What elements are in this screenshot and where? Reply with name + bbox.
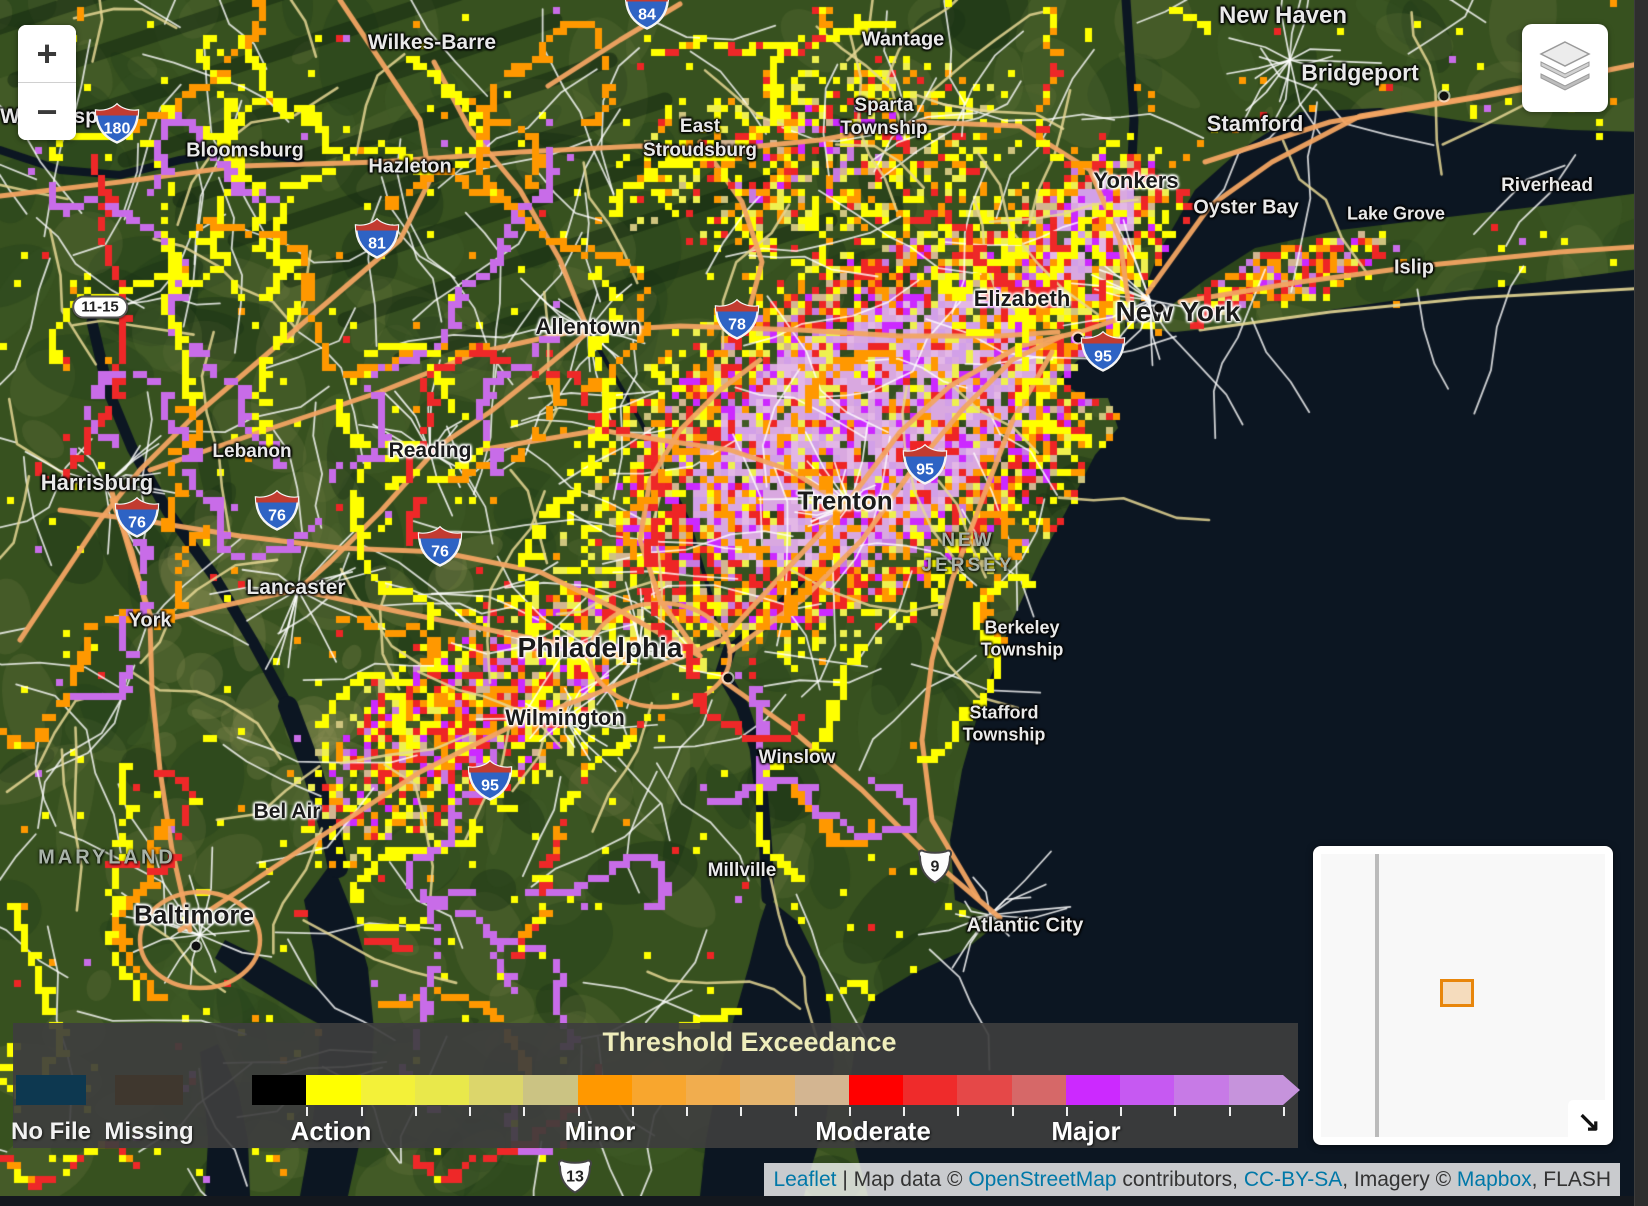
legend-threshold-label: Moderate: [815, 1116, 931, 1146]
legend-title: Threshold Exceedance: [602, 1027, 897, 1057]
legend-tick: [1174, 1107, 1177, 1116]
legend-tick: [1065, 1107, 1068, 1116]
legend-ramp-segment: [469, 1075, 524, 1105]
legend-tick: [848, 1107, 851, 1116]
legend-tick: [1283, 1107, 1285, 1116]
zoom-control-divider: [18, 82, 76, 83]
layers-icon: [1537, 40, 1593, 97]
legend-ramp-segment: [848, 1075, 903, 1105]
legend-ramp-segment: [523, 1075, 578, 1105]
city-dot: [1154, 303, 1164, 313]
legend-swatch: [16, 1075, 86, 1105]
ccbysa-link[interactable]: CC-BY-SA: [1243, 1168, 1343, 1191]
legend-ramp-segment: [414, 1075, 469, 1105]
legend-swatch-label: Missing: [104, 1118, 194, 1145]
legend-threshold-label: Minor: [564, 1116, 636, 1146]
legend-tick: [740, 1107, 743, 1116]
attribution-bar: Leaflet | Map data © OpenStreetMap contr…: [764, 1163, 1620, 1196]
legend-panel: Threshold Exceedance No File Missing Actio…: [10, 1023, 1300, 1148]
legend-tick: [577, 1107, 580, 1116]
legend-ramp-segment: [360, 1075, 415, 1105]
legend-tick: [469, 1107, 472, 1116]
leaflet-link[interactable]: Leaflet: [773, 1168, 837, 1191]
layers-control[interactable]: [1522, 24, 1608, 112]
legend-tick: [686, 1107, 689, 1116]
attribution-text: , Imagery ©: [1342, 1168, 1457, 1191]
minimap-viewport-rect[interactable]: [1440, 979, 1474, 1007]
legend-swatch: [115, 1075, 183, 1105]
city-dot: [1439, 91, 1449, 101]
minimap-panel: ↘: [1313, 846, 1613, 1145]
attribution-text: , FLASH: [1531, 1168, 1611, 1191]
legend-ramp-segment: [631, 1075, 686, 1105]
us-route-shield: 11-15: [72, 295, 128, 319]
page-right-strip: [1634, 0, 1648, 1206]
legend-ramp-segment: [1011, 1075, 1066, 1105]
city-dot: [723, 673, 733, 683]
legend-ramp-segment: [306, 1075, 361, 1105]
legend-tick: [903, 1107, 906, 1116]
zoom-control: + −: [18, 25, 76, 140]
legend-ramp-segment: [1228, 1075, 1283, 1105]
legend-ramp-segment: [686, 1075, 741, 1105]
legend-threshold-label: Action: [290, 1116, 372, 1146]
legend-ramp-segment: [794, 1075, 849, 1105]
legend-ramp-arrowhead: [1282, 1075, 1300, 1105]
legend-threshold-label: Major: [1051, 1116, 1121, 1146]
legend-ramp-segment: [740, 1075, 795, 1105]
legend-tick: [794, 1107, 797, 1116]
legend-tick: [631, 1107, 634, 1116]
legend-ramp-segment: [1065, 1075, 1120, 1105]
city-dot: [191, 941, 201, 951]
zoom-in-button[interactable]: +: [18, 25, 76, 82]
minimap-plot-area: [1321, 854, 1605, 1137]
attribution-text: | Map data ©: [836, 1168, 969, 1191]
attribution-text: contributors,: [1116, 1168, 1244, 1191]
legend-tick: [360, 1107, 363, 1116]
city-dot: [1073, 333, 1083, 343]
legend-ramp-segment: [903, 1075, 958, 1105]
legend-tick: [306, 1107, 309, 1116]
legend-tick: [414, 1107, 417, 1116]
zoom-out-button[interactable]: −: [18, 83, 76, 140]
minimap-axis-line: [1375, 854, 1379, 1137]
legend-ramp-segment: [577, 1075, 632, 1105]
arrow-down-right-icon: ↘: [1577, 1105, 1601, 1137]
mapbox-link[interactable]: Mapbox: [1456, 1168, 1532, 1191]
legend-swatch-label: No File: [10, 1118, 92, 1145]
legend-tick: [523, 1107, 526, 1116]
legend-ramp-segment: [1174, 1075, 1229, 1105]
minimap-toggle-button[interactable]: ↘: [1568, 1100, 1610, 1142]
legend-ramp-segment: [957, 1075, 1012, 1105]
legend-ramp-segment: [1120, 1075, 1175, 1105]
legend-tick: [1120, 1107, 1123, 1116]
legend-color-ramp: [252, 1075, 1300, 1105]
legend-tick: [957, 1107, 960, 1116]
legend-ramp-segment: [252, 1075, 307, 1105]
legend-tick: [1228, 1107, 1231, 1116]
legend-tick: [1011, 1107, 1014, 1116]
openstreetmap-link[interactable]: OpenStreetMap: [968, 1168, 1117, 1191]
